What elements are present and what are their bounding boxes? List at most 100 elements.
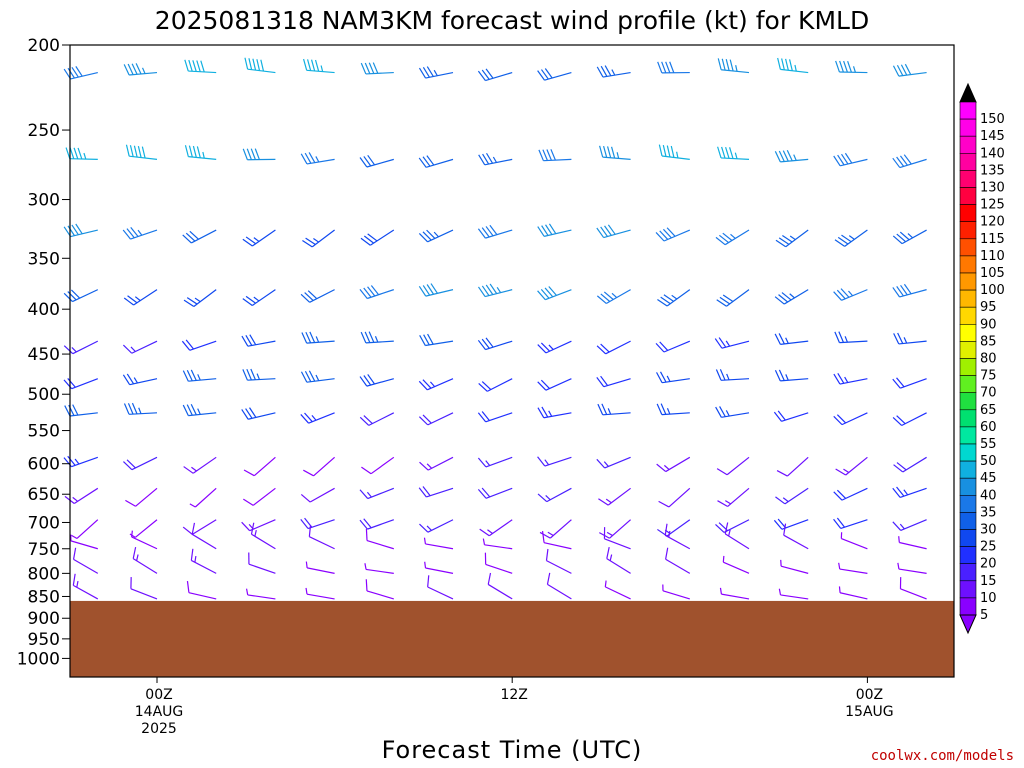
barb-shaft (487, 583, 513, 600)
barb-feather (896, 156, 905, 167)
barb-shaft (545, 378, 572, 391)
barb-feather (418, 286, 427, 297)
colorbar-label: 80 (980, 352, 997, 367)
barb-feather (71, 66, 79, 78)
barb-feather (837, 236, 849, 245)
barb-shaft (661, 155, 690, 160)
wind-barb (893, 456, 927, 473)
barb-shaft (427, 519, 454, 533)
y-tick-label: 800 (28, 564, 60, 584)
barb-feather (538, 149, 544, 161)
barb-feather (775, 496, 786, 505)
barb-shaft (898, 71, 927, 77)
wind-barb (714, 337, 750, 349)
wind-barb (487, 572, 513, 600)
barb-feather (368, 331, 375, 343)
wind-barb (418, 229, 454, 243)
barb-feather (659, 371, 667, 383)
barb-feather (892, 287, 901, 298)
barb-feather (722, 232, 733, 241)
barb-half-feather (485, 460, 491, 466)
barb-shaft (784, 487, 809, 505)
barb-feather (537, 70, 545, 81)
barb-shaft (306, 69, 335, 74)
barb-feather (896, 286, 904, 297)
barb-half-feather (492, 156, 498, 163)
barb-feather (361, 466, 372, 475)
colorbar-swatch (959, 289, 977, 308)
barb-feather (774, 296, 785, 305)
barb-shaft (306, 158, 335, 165)
wind-barb (190, 548, 217, 574)
barb-feather (540, 288, 550, 299)
wind-barb (360, 229, 395, 246)
barb-feather (540, 342, 551, 352)
barb-feather (781, 58, 785, 70)
colorbar-swatch (959, 135, 977, 154)
colorbar-label: 130 (980, 181, 1005, 196)
wind-barb (302, 229, 335, 248)
barb-shaft (309, 487, 335, 503)
barb-feather (489, 224, 498, 236)
wind-barb (242, 289, 276, 306)
barb-feather (477, 70, 486, 81)
colorbar-swatch (959, 101, 977, 120)
wind-barb (658, 144, 690, 160)
colorbar-label: 5 (980, 608, 988, 623)
wind-barb (783, 523, 809, 550)
barb-feather (249, 334, 257, 346)
barb-feather (125, 144, 130, 157)
barb-feather (245, 408, 253, 419)
barb-feather (129, 145, 134, 157)
barb-feather (422, 231, 432, 241)
wind-barb (300, 152, 335, 165)
wind-barb (302, 58, 335, 74)
barb-feather (717, 146, 722, 159)
barb-half-feather (735, 65, 738, 72)
chart-title: 2025081318 NAM3KM forecast wind profile … (155, 6, 869, 35)
barb-feather (670, 145, 675, 158)
barb-feather (70, 289, 81, 299)
barb-feather (304, 292, 314, 301)
barb-half-feather (313, 237, 319, 243)
barb-half-feather (133, 377, 138, 384)
colorbar-label: 60 (980, 420, 997, 435)
wind-barb (539, 519, 572, 539)
barb-feather (360, 331, 367, 344)
barb-feather (363, 415, 373, 425)
x-tick-label: 14AUG (135, 704, 184, 720)
barb-feather (843, 60, 848, 73)
wind-barb (655, 340, 691, 353)
barb-half-feather (245, 588, 249, 596)
barb-feather (365, 579, 368, 591)
barb-feather (903, 154, 912, 165)
wind-barb (716, 456, 750, 476)
wind-barb (665, 547, 691, 574)
wind-barb (308, 524, 335, 550)
barb-feather (604, 225, 612, 236)
barb-feather (656, 463, 667, 473)
wind-barb (72, 547, 99, 574)
barb-feather (72, 404, 79, 416)
y-tick-label: 700 (28, 513, 60, 533)
barb-feather (900, 64, 908, 76)
wind-barb (833, 412, 868, 426)
barb-half-feather (616, 152, 620, 159)
wind-barb (65, 147, 98, 160)
barb-shaft (70, 540, 98, 550)
barb-feather (666, 145, 671, 158)
barb-shaft (603, 378, 631, 388)
wind-barb (716, 289, 750, 307)
wind-barb (719, 587, 750, 600)
barb-feather (190, 404, 197, 416)
barb-half-feather (191, 466, 197, 472)
barb-half-feather (725, 340, 731, 347)
barb-feather (725, 146, 730, 159)
wind-barb (606, 547, 631, 574)
barb-shaft (662, 378, 690, 384)
barb-feather (719, 234, 729, 244)
barb-feather (544, 287, 554, 298)
colorbar-swatch (959, 563, 977, 582)
barb-shaft (485, 563, 513, 574)
barb-feather (200, 60, 205, 73)
